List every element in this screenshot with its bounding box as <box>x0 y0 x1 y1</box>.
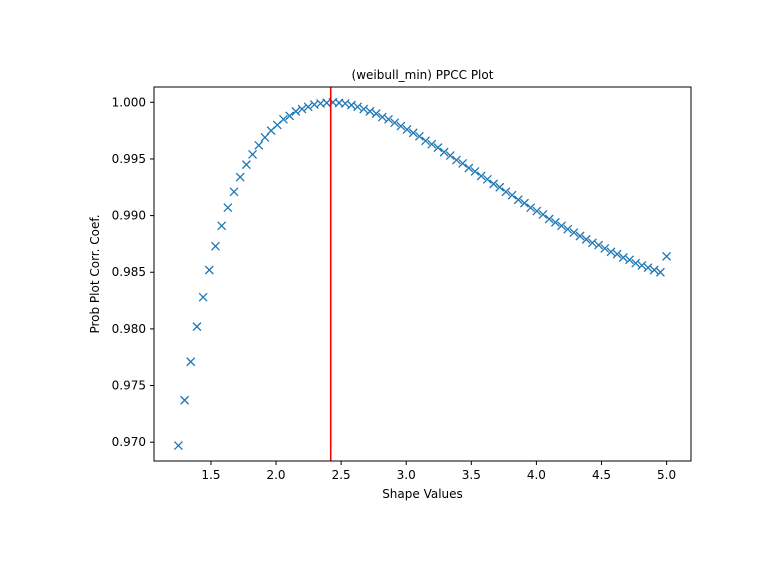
data-point-marker <box>173 441 183 451</box>
data-point-marker <box>643 263 653 273</box>
data-point-marker <box>587 238 597 248</box>
data-points <box>173 97 672 451</box>
data-point-marker <box>211 241 220 251</box>
data-point-marker <box>384 114 393 124</box>
data-point-marker <box>297 104 307 114</box>
y-tick-label: 0.980 <box>112 322 146 336</box>
data-point-marker <box>538 210 548 219</box>
x-tick-label: 2.0 <box>266 468 285 482</box>
x-tick-label: 1.5 <box>201 468 220 482</box>
data-point-marker <box>625 255 634 265</box>
data-point-marker <box>353 102 363 112</box>
data-point-marker <box>377 112 387 122</box>
data-point-marker <box>606 247 616 257</box>
data-point-marker <box>192 322 202 332</box>
y-tick-label: 0.970 <box>112 435 146 449</box>
data-point-marker <box>507 190 517 200</box>
data-point-marker <box>229 187 239 197</box>
data-point-marker <box>198 292 208 302</box>
data-point-marker <box>550 217 560 227</box>
data-point-marker <box>557 221 566 231</box>
data-point-marker <box>414 131 424 141</box>
data-point-marker <box>365 106 375 116</box>
y-tick-label: 0.990 <box>112 209 146 223</box>
data-point-marker <box>408 128 418 138</box>
data-point-marker <box>569 228 579 238</box>
data-point-marker <box>402 125 412 134</box>
data-point-marker <box>452 155 461 165</box>
data-point-marker <box>581 234 591 244</box>
data-point-marker <box>241 160 251 170</box>
data-point-marker <box>482 174 492 184</box>
data-point-marker <box>637 260 647 270</box>
x-tick-label: 3.0 <box>397 468 416 482</box>
data-point-marker <box>532 206 542 216</box>
data-point-marker <box>501 187 511 197</box>
data-point-marker <box>285 111 295 121</box>
data-point-marker <box>594 240 604 250</box>
data-point-marker <box>427 139 437 149</box>
data-point-marker <box>248 149 258 159</box>
data-point-marker <box>421 136 431 146</box>
data-point-marker <box>618 253 628 262</box>
data-point-marker <box>204 265 214 275</box>
data-point-marker <box>396 121 406 131</box>
y-axis-ticks: 0.970 0.975 0.980 0.985 0.990 0.995 1.000 <box>112 95 154 449</box>
data-point-marker <box>439 147 449 157</box>
data-point-marker <box>519 198 529 208</box>
data-point-marker <box>649 265 659 275</box>
data-point-marker <box>291 106 301 116</box>
x-tick-label: 4.5 <box>592 468 611 482</box>
x-tick-label: 5.0 <box>657 468 676 482</box>
data-point-marker <box>458 159 468 168</box>
data-point-marker <box>662 251 672 261</box>
x-tick-label: 3.5 <box>462 468 481 482</box>
y-tick-label: 0.995 <box>112 152 146 166</box>
data-point-marker <box>495 182 505 192</box>
axes-frame <box>153 86 692 462</box>
x-axis-label: Shape Values <box>382 487 463 501</box>
x-axis-ticks: 1.5 2.0 2.5 3.0 3.5 4.0 4.5 5.0 <box>201 461 676 482</box>
data-point-marker <box>563 224 573 234</box>
data-point-marker <box>223 203 233 213</box>
data-point-marker <box>513 195 523 205</box>
data-point-marker <box>254 140 264 150</box>
data-point-marker <box>464 163 474 173</box>
data-point-marker <box>476 171 486 181</box>
data-point-marker <box>526 203 536 213</box>
y-axis-label: Prob Plot Corr. Coef. <box>88 214 102 333</box>
data-point-marker <box>612 249 622 259</box>
data-point-marker <box>600 243 610 253</box>
data-point-marker <box>433 143 443 153</box>
data-point-marker <box>180 395 190 405</box>
data-point-marker <box>489 179 499 189</box>
x-tick-label: 2.5 <box>332 468 351 482</box>
x-tick-label: 4.0 <box>527 468 546 482</box>
data-point-marker <box>445 151 455 161</box>
data-point-marker <box>575 231 585 241</box>
y-tick-label: 1.000 <box>112 95 146 109</box>
data-point-marker <box>303 102 313 112</box>
data-point-marker <box>217 221 227 231</box>
y-tick-label: 0.975 <box>112 379 146 393</box>
data-point-marker <box>186 357 196 367</box>
data-point-marker <box>544 214 554 224</box>
data-point-marker <box>371 109 381 119</box>
data-point-marker <box>631 258 641 268</box>
data-point-marker <box>390 118 400 128</box>
data-point-marker <box>655 267 665 277</box>
data-point-marker <box>359 104 369 114</box>
y-tick-label: 0.985 <box>112 265 146 279</box>
data-point-marker <box>235 172 245 182</box>
chart-title: (weibull_min) PPCC Plot <box>352 68 494 82</box>
data-point-marker <box>279 114 288 124</box>
data-point-marker <box>470 166 480 176</box>
